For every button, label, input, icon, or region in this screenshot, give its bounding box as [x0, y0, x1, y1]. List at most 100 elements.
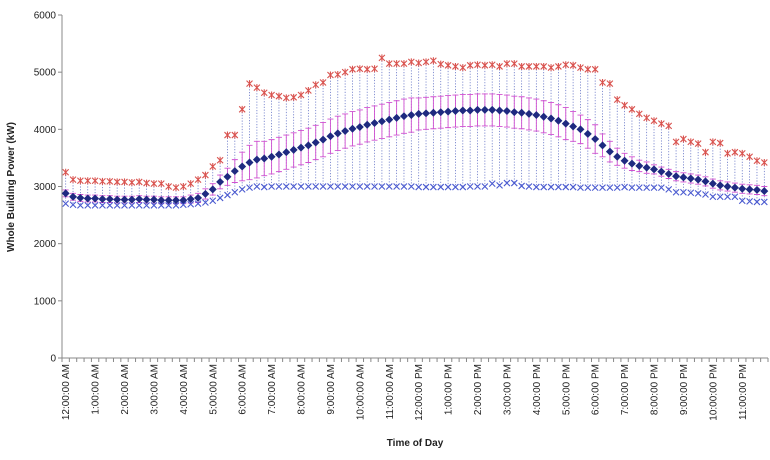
- diamond-marker: [436, 108, 445, 117]
- star-marker: [643, 114, 651, 122]
- star-marker: [577, 64, 584, 72]
- star-marker: [202, 171, 209, 179]
- diamond-marker: [517, 108, 526, 117]
- star-marker: [290, 93, 298, 101]
- star-marker: [657, 120, 665, 128]
- star-marker: [452, 62, 459, 70]
- diamond-marker: [525, 109, 533, 118]
- star-marker: [194, 176, 202, 184]
- star-marker: [327, 71, 334, 79]
- star-marker: [121, 178, 128, 186]
- x-marker: [319, 183, 327, 190]
- diamond-marker: [539, 112, 548, 121]
- diamond-marker: [664, 169, 673, 178]
- x-marker: [69, 201, 77, 209]
- star-marker: [150, 180, 158, 188]
- x-marker: [290, 183, 298, 190]
- diamond-marker: [488, 105, 497, 114]
- x-marker: [569, 183, 577, 191]
- star-marker: [672, 138, 680, 146]
- diamond-marker: [304, 141, 313, 150]
- star-marker: [216, 156, 224, 164]
- diamond-marker: [510, 108, 519, 117]
- diamond-marker: [723, 182, 732, 191]
- star-marker: [179, 183, 187, 190]
- y-tick-label: 3000: [34, 182, 57, 193]
- diamond-marker: [113, 195, 122, 204]
- diamond-marker: [422, 109, 431, 118]
- x-marker: [113, 201, 121, 209]
- diamond-marker: [480, 105, 489, 114]
- x-marker: [680, 188, 687, 196]
- x-marker: [172, 201, 180, 209]
- x-marker: [555, 183, 562, 191]
- diamond-marker: [561, 119, 570, 128]
- diamond-marker: [98, 195, 107, 204]
- x-tick-label: 10:00:00 AM: [355, 364, 366, 420]
- star-marker: [349, 65, 356, 73]
- diamond-marker: [69, 192, 78, 201]
- star-marker: [444, 61, 452, 69]
- star-marker: [91, 177, 99, 185]
- diamond-marker: [547, 114, 556, 123]
- x-tick-label: 9:00:00 PM: [679, 364, 690, 415]
- x-marker: [135, 201, 143, 209]
- star-marker: [69, 176, 77, 184]
- diamond-marker: [730, 183, 739, 192]
- x-marker: [76, 201, 84, 209]
- x-marker: [99, 201, 106, 209]
- diamond-marker: [613, 152, 622, 161]
- diamond-marker: [297, 143, 305, 152]
- x-tick-label: 5:00:00 AM: [208, 364, 219, 415]
- diamond-marker: [444, 107, 453, 116]
- star-marker: [407, 58, 415, 66]
- diamond-marker: [686, 174, 695, 183]
- x-marker: [282, 183, 290, 190]
- diamond-marker: [605, 147, 614, 156]
- x-marker: [753, 198, 761, 206]
- diamond-marker: [495, 106, 504, 115]
- star-marker: [510, 60, 518, 68]
- y-tick-label: 6000: [34, 11, 57, 22]
- diamond-marker: [311, 138, 320, 147]
- diamond-marker: [194, 193, 203, 202]
- star-marker: [84, 177, 92, 185]
- star-marker: [378, 54, 386, 62]
- diamond-marker: [554, 116, 563, 125]
- x-marker: [474, 183, 481, 190]
- diamond-marker: [532, 111, 541, 120]
- diamond-marker: [245, 158, 254, 167]
- star-marker: [628, 105, 636, 113]
- x-tick-label: 9:00:00 AM: [326, 364, 337, 415]
- star-marker: [532, 62, 540, 70]
- star-marker: [253, 84, 261, 92]
- star-marker: [562, 61, 570, 69]
- y-tick-label: 4000: [34, 125, 57, 136]
- x-marker: [488, 180, 496, 188]
- x-tick-label: 11:00:00 AM: [385, 364, 396, 419]
- diamond-marker: [466, 106, 475, 115]
- star-marker: [547, 64, 555, 72]
- diamond-marker: [120, 195, 129, 204]
- y-tick-label: 5000: [34, 68, 57, 79]
- x-marker: [415, 183, 423, 191]
- star-marker: [312, 81, 320, 89]
- diamond-marker: [429, 108, 438, 117]
- diamond-marker: [745, 185, 754, 194]
- x-marker: [540, 183, 548, 191]
- x-tick-label: 4:00:00 PM: [532, 364, 543, 415]
- diamond-marker: [267, 152, 276, 161]
- x-marker: [709, 193, 717, 201]
- star-marker: [466, 61, 474, 69]
- diamond-marker: [657, 167, 666, 176]
- star-marker: [716, 139, 724, 147]
- star-marker: [555, 62, 562, 70]
- star-marker: [99, 177, 106, 185]
- x-marker: [378, 183, 386, 190]
- diamond-marker: [157, 196, 166, 205]
- diamond-marker: [760, 187, 769, 196]
- diamond-marker: [569, 122, 578, 131]
- x-tick-label: 7:00:00 PM: [620, 364, 631, 415]
- star-marker: [429, 57, 437, 65]
- x-marker: [672, 188, 680, 196]
